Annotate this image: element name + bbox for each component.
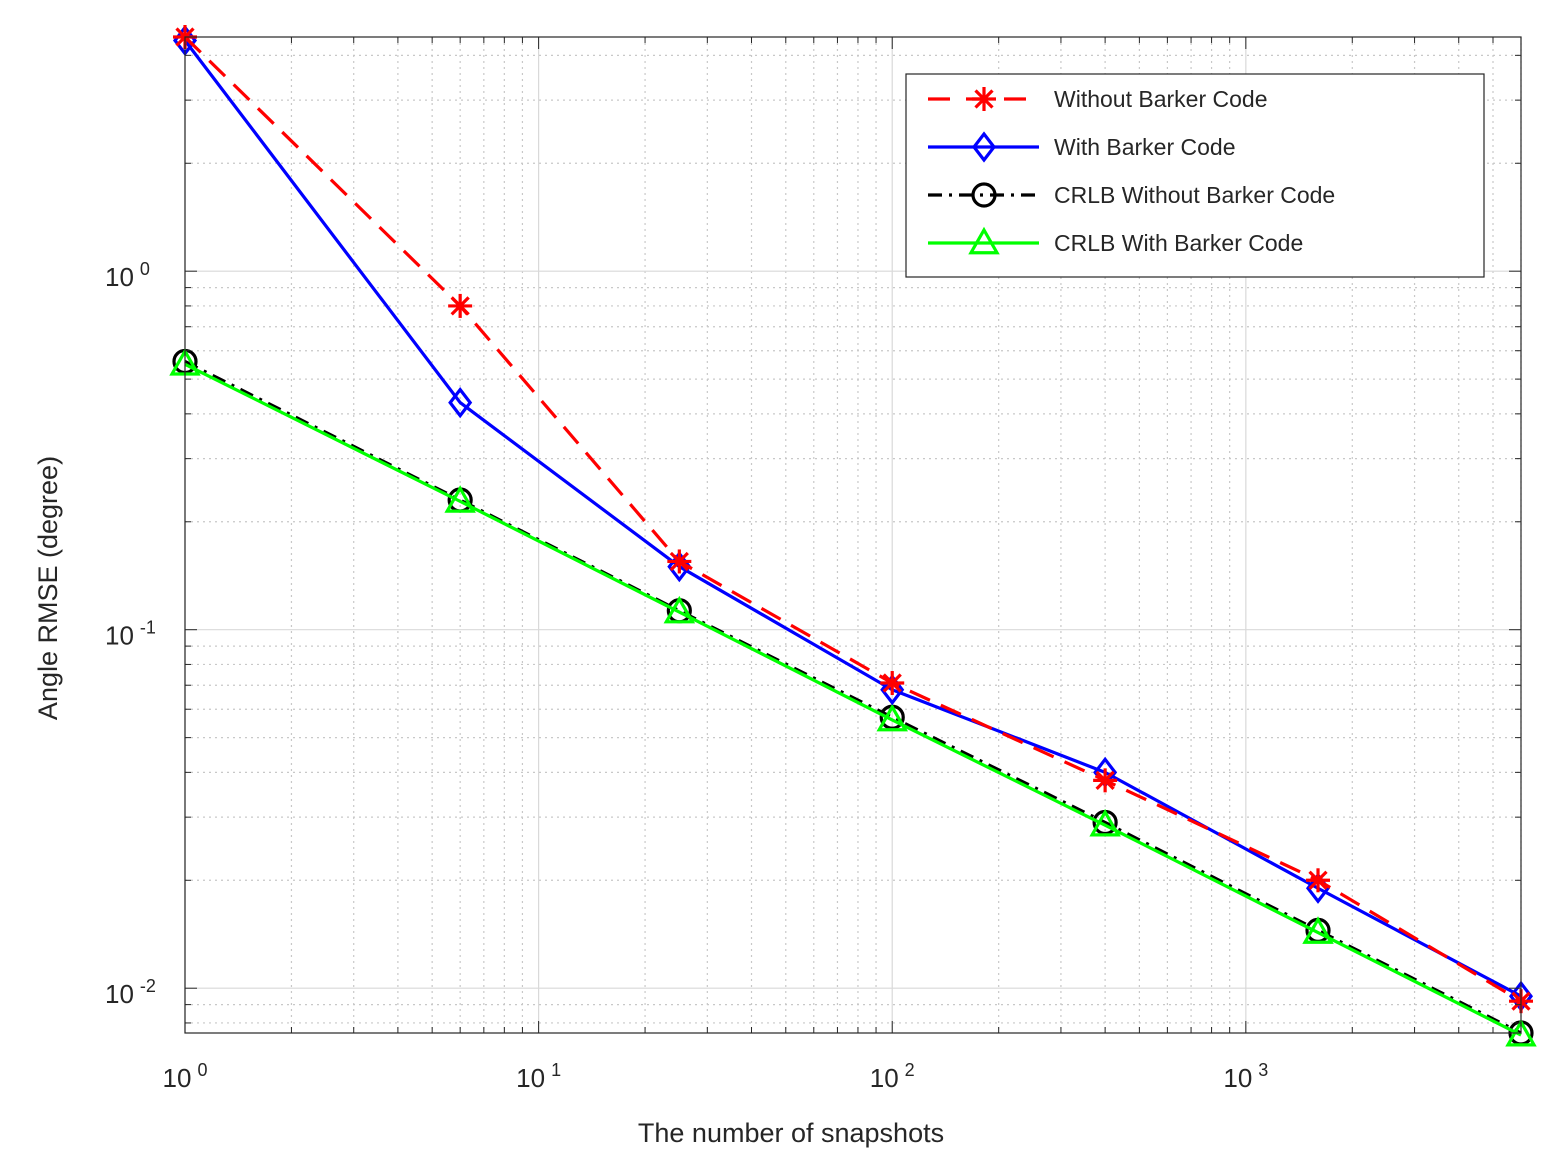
asterisk-stroke [1095,770,1115,790]
y-axis-label: Angle RMSE (degree) [33,456,63,720]
legend-label: CRLB Without Barker Code [1054,182,1335,208]
legend-label: With Barker Code [1054,134,1236,160]
data-point [1306,868,1331,893]
y-tick-label: 10 -2 [105,976,156,1009]
y-tick-label: 10 -1 [105,618,156,651]
data-point [667,549,692,574]
legend-label: Without Barker Code [1054,86,1267,112]
asterisk-stroke [882,673,902,693]
legend-label: CRLB With Barker Code [1054,230,1303,256]
data-point [1089,808,1121,837]
legend-marker [972,87,996,111]
asterisk-stroke [974,89,994,109]
x-axis-label: The number of snapshots [638,1118,944,1148]
data-point [880,671,905,696]
x-axis: 10 0 10 1 10 2 10 3 [163,37,1522,1093]
grid [184,37,1522,1033]
x-tick-label: 10 1 [516,1060,561,1093]
legend-marker [968,226,1000,255]
data-point [876,703,908,732]
data-point [1302,916,1334,944]
legend-marker [971,131,997,163]
x-tick-label: 10 0 [163,1060,208,1093]
data-point [448,293,473,318]
series-line [184,362,1522,1037]
data-point [448,386,473,419]
asterisk-stroke [450,296,470,316]
x-tick-label: 10 3 [1223,1060,1268,1093]
legend-marker [971,182,997,208]
asterisk-stroke [669,551,689,572]
data-point [444,485,476,513]
y-tick-label: 10 0 [105,259,150,292]
x-tick-label: 10 2 [870,1060,915,1093]
legend: Without Barker Code With Barker Code CRLB … [905,73,1485,278]
data-point [663,595,696,624]
data-point [1093,768,1118,793]
asterisk-stroke [1308,870,1328,890]
plot-frame [184,36,1522,1034]
